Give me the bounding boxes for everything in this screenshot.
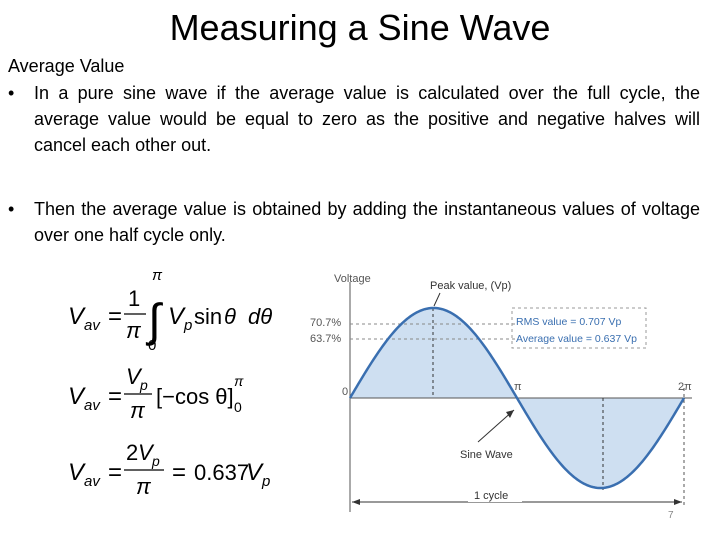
zero-label: 0: [342, 386, 348, 398]
bracket-lower-limit: 0: [234, 399, 242, 415]
sine-curve: [348, 306, 686, 490]
lhs-variable: V: [68, 459, 86, 486]
cosine-bracket: [−cos θ]: [156, 384, 234, 409]
bullet-dot: •: [8, 199, 15, 219]
numerator-vp-subscript: p: [139, 377, 148, 393]
slide-title: Measuring a Sine Wave: [169, 7, 551, 48]
denominator-pi: π: [126, 318, 142, 343]
lhs-subscript: av: [84, 317, 101, 334]
average-value-label: Average value = 0.637 Vp: [516, 333, 637, 345]
lhs-subscript: av: [84, 473, 101, 490]
cycle-arrow-right: [674, 499, 682, 505]
y-axis-label: Voltage: [334, 273, 371, 285]
numerator-vp: V: [138, 440, 155, 465]
result-vp-subscript: p: [261, 473, 270, 490]
equation-integral: V av = 1 π ∫ π 0 V p sin θ dθ: [68, 267, 272, 354]
bullet-item: • In a pure sine wave if the average val…: [8, 80, 700, 158]
bullet-dot: •: [8, 83, 15, 103]
sine-wave-label: Sine Wave: [460, 449, 513, 461]
cycle-arrow-left: [352, 499, 360, 505]
equals-sign: =: [172, 459, 186, 486]
equation-cosine: V av = V p π [−cos θ] π 0: [68, 364, 244, 423]
denominator-pi: π: [136, 474, 152, 499]
denominator-pi: π: [130, 398, 146, 423]
equation-result: V av = 2 V p π = 0.637 V p: [68, 440, 270, 499]
peak-pointer: [433, 292, 441, 307]
vp-subscript: p: [183, 317, 192, 334]
bracket-upper-limit: π: [234, 373, 244, 389]
bullet-text: In a pure sine wave if the average value…: [34, 83, 700, 155]
pi-label: π: [514, 381, 522, 393]
d-theta: dθ: [248, 304, 272, 329]
sine-label-arrowhead: [506, 410, 514, 418]
cycle-label: 1 cycle: [474, 490, 508, 502]
bullet-text: Then the average value is obtained by ad…: [34, 199, 700, 245]
two-pi-label: 2π: [678, 381, 692, 393]
slide-number: 7: [668, 510, 674, 521]
rms-value-label: RMS value = 0.707 Vp: [516, 316, 622, 328]
equals-sign: =: [108, 303, 122, 330]
numerator-vp: V: [126, 364, 143, 389]
theta-symbol: θ: [224, 304, 236, 329]
lhs-variable: V: [68, 383, 86, 410]
numerator-vp-subscript: p: [151, 453, 160, 469]
negative-half-fill: [517, 398, 684, 488]
sin-function: sin: [194, 304, 222, 329]
value-box: [511, 307, 647, 349]
integral-symbol: ∫: [145, 294, 163, 346]
section-subheading: Average Value: [8, 56, 125, 76]
integral-lower-limit: 0: [148, 337, 156, 354]
equals-sign: =: [108, 383, 122, 410]
rms-percent-label: 70.7%: [310, 317, 341, 329]
avg-percent-label: 63.7%: [310, 333, 341, 345]
bullet-item: • Then the average value is obtained by …: [8, 196, 700, 248]
result-value: 0.637: [194, 460, 249, 485]
result-vp: V: [246, 459, 264, 486]
sine-label-pointer: [477, 409, 515, 443]
vp-variable: V: [168, 303, 186, 330]
numerator-two: 2: [126, 440, 138, 465]
sine-wave-figure: Voltage Peak value, (Vp) 70.7% 63.7% 0 π…: [300, 262, 700, 540]
integral-upper-limit: π: [152, 267, 163, 284]
equals-sign: =: [108, 459, 122, 486]
peak-label: Peak value, (Vp): [430, 280, 511, 292]
numerator-one: 1: [128, 286, 140, 311]
lhs-subscript: av: [84, 397, 101, 414]
lhs-variable: V: [68, 303, 86, 330]
